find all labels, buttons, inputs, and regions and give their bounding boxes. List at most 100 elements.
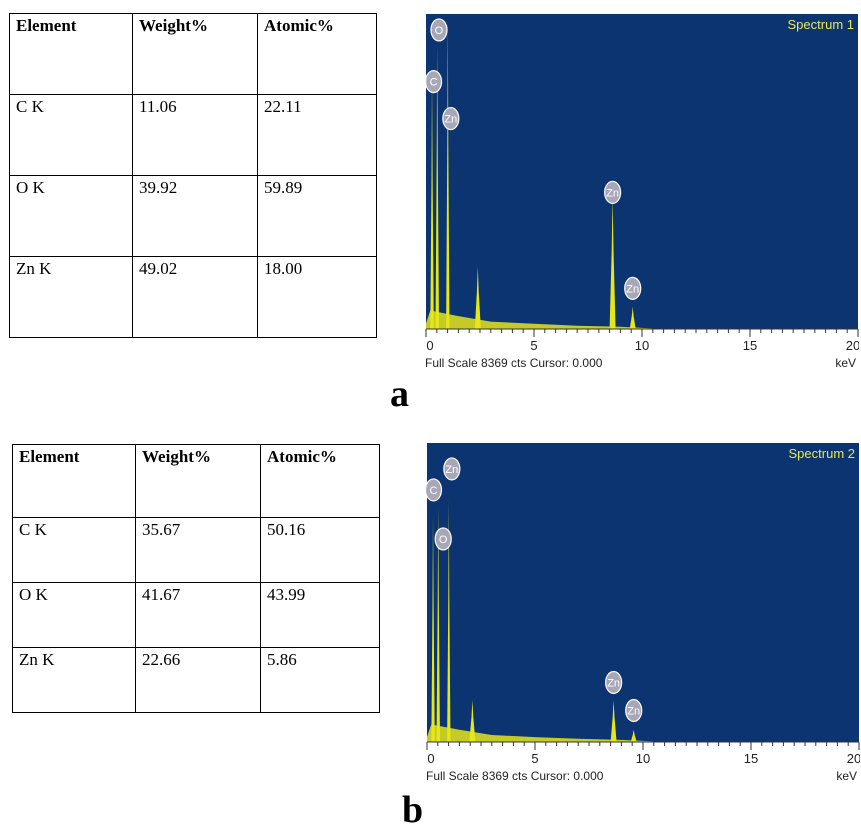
x-tick-label: 10 [635,338,649,353]
table-row: O K 41.67 43.99 [12,582,380,648]
peak-label-bubble [604,180,622,204]
table-row: C K 35.67 50.16 [12,517,380,583]
chart-title: Spectrum 2 [789,446,855,461]
spectrum-peak [469,700,476,742]
plot-area [427,443,859,742]
peak-label-badge: Zn [625,698,643,723]
peak-label-text: Zn [444,114,457,126]
table-row: O K 39.92 59.89 [9,175,377,257]
spectrum-peak [431,514,435,742]
peak-label-text: Zn [606,187,619,199]
spectrum-peak [430,74,434,329]
peak-label-text: C [430,485,438,497]
spectrum-peak [630,729,637,742]
cell-element: C K [12,517,136,583]
plot-area [426,14,858,329]
panel-label-a: a [390,373,409,415]
panel-a: Element Weight% Atomic% C K 11.06 22.11 … [9,13,859,415]
x-tick-label: 10 [636,751,650,766]
eds-spectrum-chart-1: O C Zn Zn Zn Spectrum 1 0 5 10 15 20 Full Scale 836… [423,14,859,373]
peak-label-text: Zn [607,677,620,689]
header-element: Element [12,444,136,518]
composition-table-a: Element Weight% Atomic% C K 11.06 22.11 … [9,13,377,338]
peak-label-badge: Zn [605,670,623,695]
cell-atomic: 59.89 [257,175,377,257]
header-atomic: Atomic% [257,13,377,95]
peak-label-bubble [624,276,642,300]
spectrum-peak [609,196,616,329]
x-tick-label: 15 [744,751,758,766]
peak-label-badge: Zn [443,457,461,481]
peak-label-text: C [430,77,438,89]
cell-element: Zn K [9,256,133,338]
cell-weight: 11.06 [132,94,258,176]
peak-label-bubble [442,106,460,131]
panel-label-b: b [402,789,424,831]
header-weight: Weight% [135,444,261,518]
peak-label-text: O [439,534,448,546]
peak-label-badge: Zn [442,106,460,131]
peak-label-badge: Zn [624,276,642,300]
cell-element: O K [12,582,136,648]
peak-label-bubble [424,478,443,502]
axis-strip [423,329,859,373]
header-element: Element [9,13,133,95]
cell-weight: 41.67 [135,582,261,648]
axis-strip [424,742,860,786]
panel-b: Element Weight% Atomic% C K 35.67 50.16 … [0,430,861,839]
x-axis-label: keV [836,769,857,783]
cell-weight: 22.66 [135,647,261,713]
spectrum-baseline [427,724,665,742]
cell-weight: 39.92 [132,175,258,257]
peak-label-text: Zn [445,464,458,476]
header-atomic: Atomic% [260,444,380,518]
spectrum-baseline [426,310,664,329]
peak-label-text: O [435,25,444,37]
cell-atomic: 22.11 [257,94,377,176]
table-header-row: Element Weight% Atomic% [12,444,380,518]
peak-label-badge: C [424,478,443,502]
spectrum-peak [474,266,481,329]
peak-label-text: Zn [627,705,640,717]
eds-spectrum-chart-2: C Zn O Zn Zn Spectrum 2 0 5 10 15 20 Full Scale 836… [424,443,860,786]
cell-weight: 49.02 [132,256,258,338]
x-tick-label: 5 [530,338,537,353]
peak-label-badge: Zn [604,180,622,204]
composition-table-b: Element Weight% Atomic% C K 35.67 50.16 … [12,444,380,713]
peak-label-badge: O [434,527,452,551]
spectrum-peak [610,700,617,742]
x-tick-label: 20 [847,751,860,766]
table-row: Zn K 22.66 5.86 [12,647,380,713]
chart-footer: Full Scale 8369 cts Cursor: 0.000 [425,356,603,370]
peak-label-text: Zn [626,283,639,295]
cell-element: C K [9,94,133,176]
spectrum-peak [436,507,440,742]
peak-label-bubble [430,18,448,42]
cell-element: Zn K [12,647,136,713]
peak-label-bubble [605,670,623,695]
cell-element: O K [9,175,133,257]
peak-label-badge: O [430,18,448,42]
x-tick-label: 20 [846,338,859,353]
spectrum-peak [629,306,636,329]
spectrum-peak [435,44,439,329]
x-tick-label: 0 [427,751,434,766]
header-weight: Weight% [132,13,258,95]
chart-title: Spectrum 1 [788,17,854,32]
cell-atomic: 5.86 [260,647,380,713]
x-tick-label: 15 [743,338,757,353]
x-axis-label: keV [835,356,856,370]
chart-footer: Full Scale 8369 cts Cursor: 0.000 [426,769,604,783]
x-tick-label: 5 [531,751,538,766]
table-row: Zn K 49.02 18.00 [9,256,377,338]
table-header-row: Element Weight% Atomic% [9,13,377,95]
cell-atomic: 50.16 [260,517,380,583]
peak-label-bubble [443,457,461,481]
cell-weight: 35.67 [135,517,261,583]
spectrum-peak [447,500,451,742]
peak-label-badge: C [424,70,443,94]
peak-label-bubble [424,70,443,94]
cell-atomic: 18.00 [257,256,377,338]
peak-label-bubble [625,698,643,723]
x-tick-label: 0 [426,338,433,353]
